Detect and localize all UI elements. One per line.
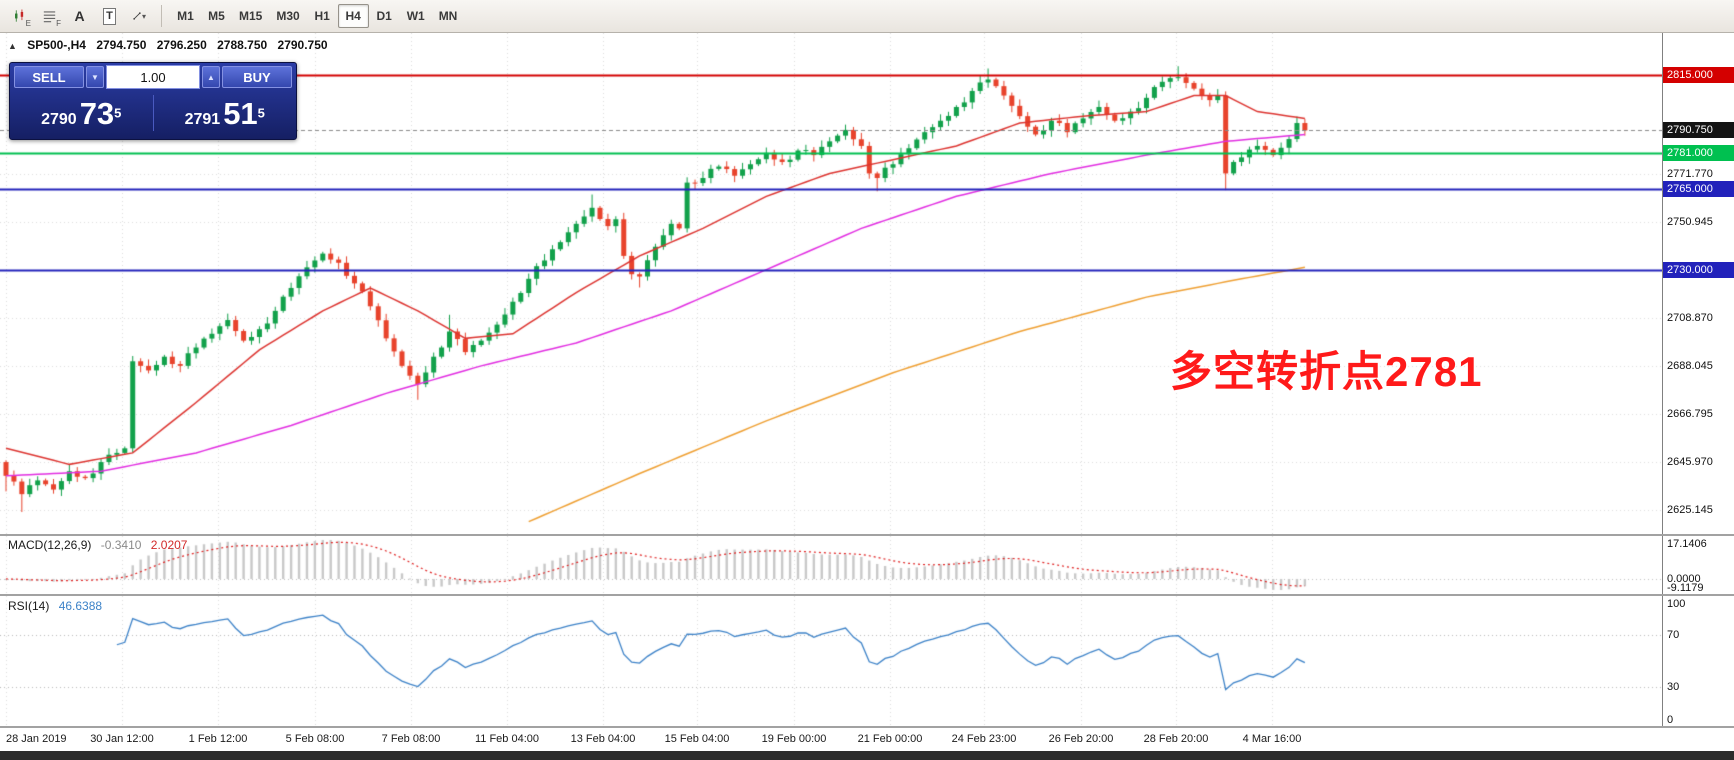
rsi-scale-label: 100 xyxy=(1667,598,1686,610)
textbox-tool-button[interactable]: T xyxy=(96,3,123,29)
macd-title: MACD(12,26,9) xyxy=(8,538,92,552)
trade-panel-controls: SELL ▼ ▲ BUY xyxy=(10,63,296,90)
chevron-down-icon: ▾ xyxy=(141,11,146,21)
current-price-label: 2790.750 xyxy=(1663,122,1734,139)
rsi-scale-label: 70 xyxy=(1667,629,1680,641)
buy-price-quote: 2791515 xyxy=(154,98,297,129)
volume-increase-button[interactable]: ▲ xyxy=(202,66,220,88)
candlestick-icon xyxy=(15,9,24,22)
rsi-panel-canvas[interactable] xyxy=(0,596,1662,726)
text-box-icon: T xyxy=(103,7,116,25)
time-axis-label: 13 Feb 04:00 xyxy=(570,733,636,745)
time-axis-label: 26 Feb 20:00 xyxy=(1048,733,1114,745)
panel-separator[interactable] xyxy=(0,594,1734,596)
icon-badge: F xyxy=(56,19,61,28)
macd-signal-value: 2.0207 xyxy=(150,538,188,552)
timeframe-button-d1[interactable]: D1 xyxy=(369,4,400,28)
price-axis-label: 2645.970 xyxy=(1667,456,1713,469)
bar-chart-icon-button[interactable]: F xyxy=(36,3,63,29)
macd-scale-max: 17.1406 xyxy=(1667,538,1707,550)
time-axis-label: 1 Feb 12:00 xyxy=(188,733,248,745)
price-level-label: 2730.000 xyxy=(1663,261,1734,278)
timeframe-button-m15[interactable]: M15 xyxy=(232,4,269,28)
time-axis-label: 7 Feb 08:00 xyxy=(381,733,441,745)
panel-separator[interactable] xyxy=(0,534,1734,536)
price-axis-label: 2750.945 xyxy=(1667,215,1713,228)
symbol-label: SP500-,H4 xyxy=(27,38,86,52)
sell-price-base: 2790 xyxy=(41,110,77,128)
price-axis-label: 2688.045 xyxy=(1667,359,1713,372)
one-click-trading-panel: SELL ▼ ▲ BUY 2790735 2791515 xyxy=(9,62,297,140)
price-axis-label: 2625.145 xyxy=(1667,503,1713,516)
time-axis-label: 15 Feb 04:00 xyxy=(664,733,730,745)
timeframe-button-m1[interactable]: M1 xyxy=(170,4,201,28)
bar-chart-icon xyxy=(43,11,56,23)
time-axis-label: 24 Feb 23:00 xyxy=(951,733,1017,745)
time-axis-label: 30 Jan 12:00 xyxy=(90,733,154,745)
sell-button[interactable]: SELL xyxy=(14,66,84,88)
time-axis-label: 28 Jan 2019 xyxy=(6,733,67,745)
candlestick-chart-icon-button[interactable]: E xyxy=(6,3,33,29)
trade-panel-quotes: 2790735 2791515 xyxy=(10,90,296,136)
timeframe-button-h4[interactable]: H4 xyxy=(337,4,369,28)
drawing-tools-icon xyxy=(133,12,141,20)
time-axis-label: 5 Feb 08:00 xyxy=(285,733,345,745)
rsi-scale-label: 0 xyxy=(1667,714,1674,726)
ohlc-high: 2796.250 xyxy=(156,38,207,52)
sell-price-big: 73 xyxy=(79,95,115,131)
panel-separator[interactable] xyxy=(0,726,1734,728)
price-axis-label: 2666.795 xyxy=(1667,408,1713,421)
timeframe-button-h1[interactable]: H1 xyxy=(307,4,338,28)
macd-scale-min: -9.1179 xyxy=(1667,582,1704,594)
buy-price-base: 2791 xyxy=(184,110,221,128)
price-level-label: 2781.000 xyxy=(1663,144,1734,161)
ohlc-close: 2790.750 xyxy=(277,38,328,52)
macd-header: MACD(12,26,9) -0.3410 2.0207 xyxy=(8,538,193,552)
buy-button[interactable]: BUY xyxy=(222,66,292,88)
rsi-value: 46.6388 xyxy=(58,599,103,613)
time-axis[interactable]: 28 Jan 2019 30 Jan 12:00 1 Feb 12:00 5 Feb … xyxy=(0,728,1734,751)
buy-price-big: 51 xyxy=(223,95,258,131)
timeframe-button-mn[interactable]: MN xyxy=(432,4,465,28)
chart-symbol-line: ▲ SP500-,H4 2794.750 2796.250 2788.750 2… xyxy=(8,38,335,52)
time-axis-label: 11 Feb 04:00 xyxy=(474,733,540,745)
text-tool-button[interactable]: A xyxy=(66,3,93,29)
macd-main-value: -0.3410 xyxy=(100,538,142,552)
toolbar-separator xyxy=(161,5,162,27)
volume-input[interactable] xyxy=(106,65,200,89)
sell-price-sup: 5 xyxy=(114,105,122,121)
timeframe-button-m5[interactable]: M5 xyxy=(201,4,232,28)
macd-panel-canvas[interactable] xyxy=(0,536,1662,594)
price-level-label: 2815.000 xyxy=(1663,66,1734,83)
rsi-title: RSI(14) xyxy=(8,599,50,613)
annotation-text: 多空转折点2781 xyxy=(1170,348,1483,395)
price-axis-label: 2708.870 xyxy=(1667,312,1713,325)
rsi-header: RSI(14) 46.6388 xyxy=(8,599,108,613)
time-axis-label: 21 Feb 00:00 xyxy=(857,733,923,745)
volume-decrease-button[interactable]: ▼ xyxy=(86,66,104,88)
time-axis-label: 19 Feb 00:00 xyxy=(761,733,827,745)
buy-price-sup: 5 xyxy=(257,105,265,121)
collapse-arrow-icon[interactable]: ▲ xyxy=(8,41,17,51)
toolbar: E F A T ▾ M1 M5 M15 M30 H1 H4 D1 W1 MN xyxy=(0,0,1734,33)
macd-scale-zero: 0.0000 xyxy=(1667,572,1701,585)
icon-badge: E xyxy=(25,19,31,28)
price-level-label: 2765.000 xyxy=(1663,181,1734,198)
price-axis-label: 2771.770 xyxy=(1667,167,1713,180)
price-axis[interactable]: 2771.770 2750.945 2708.870 2688.045 2666.795… xyxy=(1662,33,1734,751)
sell-price-quote: 2790735 xyxy=(10,98,153,129)
drawing-tools-button[interactable]: ▾ xyxy=(126,3,153,29)
time-axis-label: 4 Mar 16:00 xyxy=(1242,733,1302,745)
ohlc-open: 2794.750 xyxy=(96,38,147,52)
rsi-scale-label: 30 xyxy=(1667,681,1680,693)
timeframe-group: M1 M5 M15 M30 H1 H4 D1 W1 MN xyxy=(170,4,464,28)
time-axis-label: 28 Feb 20:00 xyxy=(1143,733,1209,745)
timeframe-button-m30[interactable]: M30 xyxy=(269,4,306,28)
text-annotation-icon: A xyxy=(74,8,85,24)
quote-divider xyxy=(152,95,154,131)
timeframe-button-w1[interactable]: W1 xyxy=(400,4,432,28)
window-bottom-strip xyxy=(0,751,1734,760)
ohlc-low: 2788.750 xyxy=(217,38,268,52)
